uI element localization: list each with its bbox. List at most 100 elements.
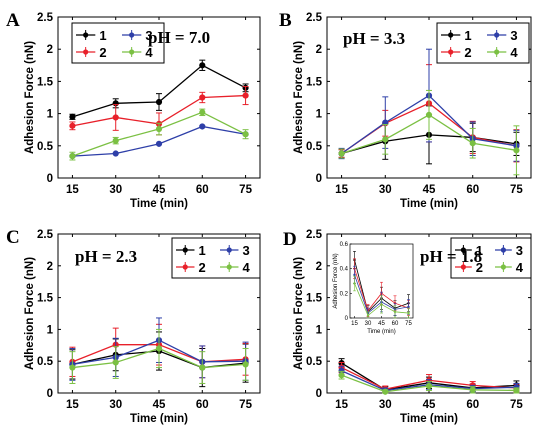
legend-marker [500, 247, 506, 253]
series-4 [69, 328, 249, 384]
x-tick-label: 45 [153, 399, 166, 411]
y-tick-label: 2.5 [306, 12, 323, 24]
x-tick-label: 60 [196, 184, 209, 196]
y-tick-label: 0 [316, 173, 322, 185]
y-tick-label: 2 [47, 44, 53, 56]
data-point [112, 359, 119, 366]
inset-data-point [393, 310, 397, 314]
data-point [155, 140, 163, 147]
legend-label: 1 [464, 28, 471, 43]
panel-letter: D [283, 229, 297, 250]
data-point [382, 136, 389, 143]
inset-y-tick-label: 0 [345, 316, 349, 322]
legend-item-4: 4 [495, 260, 524, 275]
data-point [338, 150, 345, 157]
legend-label: 3 [145, 28, 152, 43]
data-point [338, 372, 345, 379]
legend-marker [83, 32, 89, 38]
y-tick-label: 1.5 [306, 293, 323, 305]
y-tick-label: 1 [316, 109, 323, 121]
data-point [513, 387, 520, 394]
legend-label: 4 [242, 260, 250, 275]
legend-item-3: 3 [220, 243, 250, 258]
data-point [199, 94, 206, 101]
legend-item-1: 1 [441, 28, 472, 43]
y-tick-label: 0 [47, 388, 53, 400]
x-tick-label: 15 [335, 399, 348, 411]
legend-item-1: 1 [176, 243, 206, 258]
legend-marker [83, 49, 89, 55]
ph-annotation: pH = 1.8 [420, 247, 482, 266]
series-1 [69, 59, 249, 120]
legend-item-1: 1 [76, 28, 107, 43]
series-4 [338, 370, 520, 395]
inset-x-tick-label: 30 [365, 321, 372, 327]
legend-marker [448, 49, 454, 55]
legend-label: 2 [99, 45, 106, 60]
data-point [112, 150, 119, 157]
legend-marker [460, 264, 466, 270]
legend-marker [460, 247, 466, 253]
data-point [69, 113, 76, 120]
panel-b: 0 0.5 1 1.5 2 2.5 15 30 45 60 75 Time (min) Adhesion… [279, 10, 532, 210]
inset-background [332, 240, 419, 336]
legend-item-3: 3 [495, 243, 523, 258]
data-point [242, 361, 249, 368]
legend-marker [129, 49, 135, 55]
y-tick-label: 0.5 [306, 141, 323, 153]
legend: 1 3 2 4 [436, 22, 530, 64]
inset-series-4 [353, 275, 410, 319]
data-point [112, 137, 119, 144]
legend-marker [182, 247, 188, 253]
x-tick-label: 15 [66, 399, 79, 411]
ph-annotation: pH = 2.3 [75, 247, 137, 266]
y-tick-label: 1 [47, 109, 54, 121]
panel-letter: A [6, 10, 20, 31]
inset-y-axis-label: Adhesion Force (nN) [333, 253, 339, 308]
x-axis-label: Time (min) [130, 198, 188, 210]
panel-letter: B [279, 10, 292, 31]
inset-plot: 0 0.2 0.4 0.6 15 30 45 60 75 Time (min) Adhesion F… [332, 240, 419, 336]
y-tick-label: 0 [47, 173, 53, 185]
inset-data-point [407, 305, 410, 309]
legend-marker [494, 32, 500, 38]
legend-marker [182, 264, 188, 270]
y-tick-label: 2.5 [306, 229, 323, 241]
panel-letter: C [6, 227, 20, 248]
data-point [242, 131, 249, 138]
legend-marker [226, 264, 232, 270]
y-tick-label: 1.5 [306, 76, 323, 88]
legend-label: 2 [464, 45, 471, 60]
legend-label: 3 [516, 243, 523, 258]
y-tick-label: 0 [316, 388, 322, 400]
legend-label: 1 [476, 243, 483, 258]
legend-item-2: 2 [441, 45, 472, 60]
y-tick-label: 1.5 [37, 293, 54, 305]
legend-box [436, 22, 530, 64]
x-tick-label: 60 [196, 399, 209, 411]
y-tick-label: 0.5 [306, 356, 323, 368]
legend-box [171, 237, 261, 279]
legend-label: 4 [510, 45, 518, 60]
legend-item-2: 2 [76, 45, 107, 60]
panel-a: 0 0.5 1 1.5 2 2.5 15 30 45 60 75 Time (min) Adhesion… [6, 10, 261, 210]
inset-x-tick-label: 45 [378, 321, 385, 327]
x-tick-label: 75 [239, 399, 252, 411]
legend: 1 3 2 4 [450, 237, 532, 279]
legend-label: 1 [99, 28, 106, 43]
legend-item-4: 4 [220, 260, 250, 275]
legend-label: 2 [198, 260, 205, 275]
y-axis-label: Adhesion Force (nN) [24, 257, 36, 370]
legend-item-3: 3 [487, 28, 518, 43]
x-tick-label: 75 [510, 399, 523, 411]
legend-label: 1 [198, 243, 205, 258]
x-tick-label: 45 [423, 399, 436, 411]
inset-y-tick-label: 0.4 [340, 267, 349, 273]
legend-label: 2 [476, 260, 483, 275]
legend-marker [129, 32, 135, 38]
legend-item-1: 1 [455, 243, 483, 258]
data-point [155, 98, 163, 106]
inset-x-tick-label: 60 [392, 321, 399, 327]
legend-label: 3 [242, 243, 249, 258]
